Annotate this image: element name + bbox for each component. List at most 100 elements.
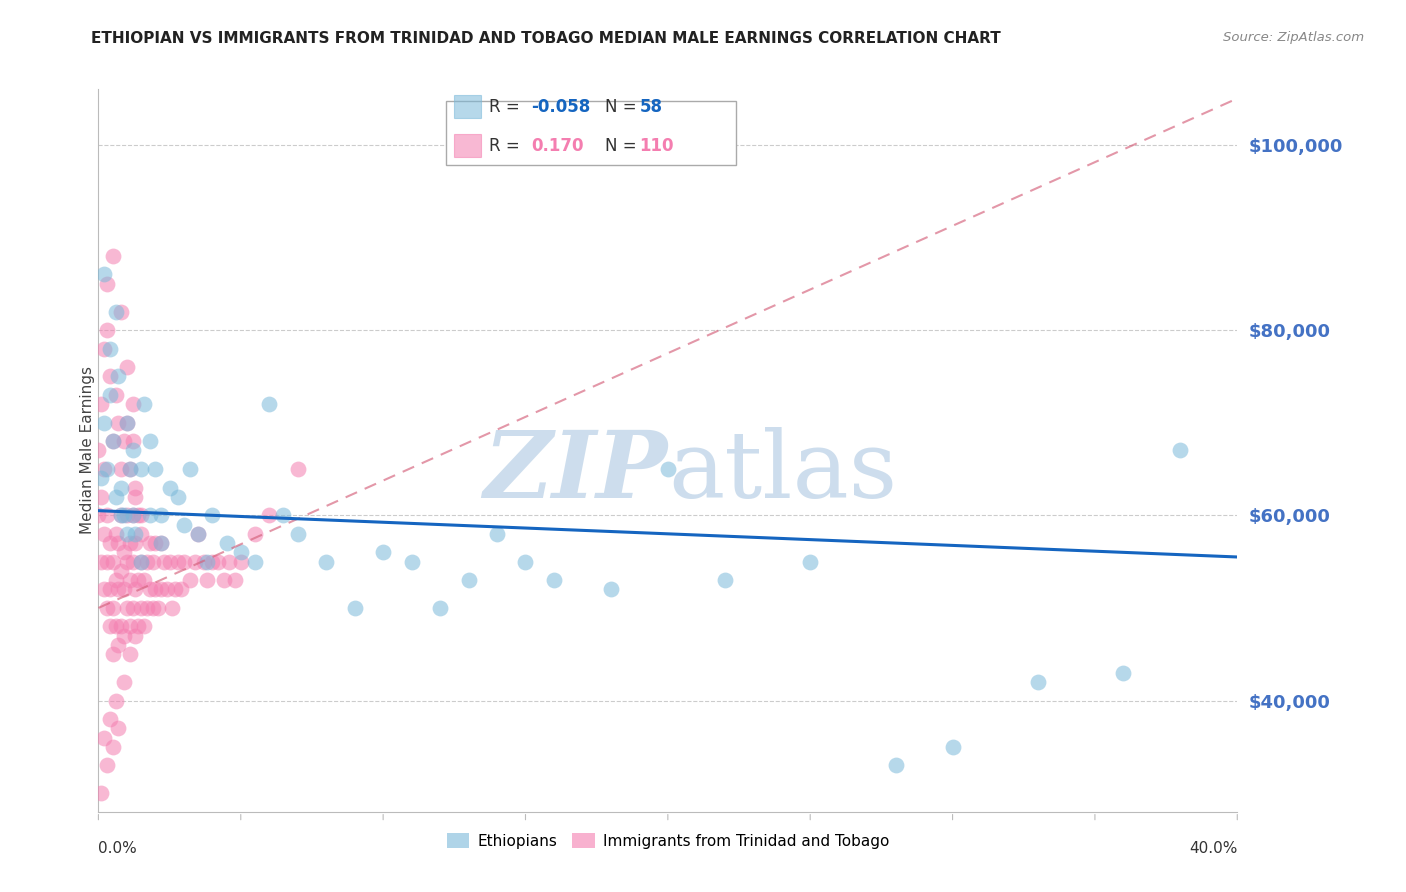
Point: [124, 629, 146, 643]
Point: [129, 601, 152, 615]
Point: [87, 443, 110, 458]
Point: [96, 508, 118, 523]
Point: [150, 536, 173, 550]
Text: ETHIOPIAN VS IMMIGRANTS FROM TRINIDAD AND TOBAGO MEDIAN MALE EARNINGS CORRELATIO: ETHIOPIAN VS IMMIGRANTS FROM TRINIDAD AN…: [91, 31, 1001, 46]
Point: [543, 573, 565, 587]
Point: [150, 508, 173, 523]
Point: [118, 536, 141, 550]
Point: [127, 508, 149, 523]
Point: [124, 582, 146, 597]
Point: [129, 555, 152, 569]
Text: ZIP: ZIP: [484, 427, 668, 517]
Y-axis label: Median Male Earnings: Median Male Earnings: [80, 367, 94, 534]
Point: [96, 277, 118, 291]
FancyBboxPatch shape: [454, 134, 481, 157]
Point: [343, 601, 366, 615]
Point: [135, 555, 157, 569]
Text: Source: ZipAtlas.com: Source: ZipAtlas.com: [1223, 31, 1364, 45]
Point: [121, 397, 143, 411]
Point: [145, 462, 167, 476]
Point: [184, 555, 207, 569]
Point: [101, 601, 124, 615]
Point: [107, 416, 129, 430]
Point: [118, 573, 141, 587]
Point: [98, 582, 121, 597]
Point: [145, 536, 167, 550]
Point: [121, 434, 143, 449]
Point: [90, 397, 112, 411]
Point: [87, 508, 110, 523]
Point: [93, 526, 115, 541]
Point: [132, 619, 155, 633]
Point: [429, 601, 451, 615]
Point: [121, 443, 143, 458]
Point: [121, 508, 143, 523]
Point: [124, 526, 146, 541]
Point: [101, 249, 124, 263]
Point: [98, 619, 121, 633]
Point: [124, 536, 146, 550]
Point: [600, 582, 623, 597]
Point: [107, 582, 129, 597]
FancyBboxPatch shape: [454, 95, 481, 118]
Point: [170, 582, 193, 597]
Point: [159, 481, 181, 495]
Point: [93, 582, 115, 597]
Text: N =: N =: [605, 136, 637, 154]
Point: [141, 555, 163, 569]
Point: [942, 739, 965, 754]
Point: [115, 360, 138, 375]
Point: [98, 369, 121, 384]
Point: [115, 416, 138, 430]
Point: [127, 619, 149, 633]
Point: [657, 462, 679, 476]
Point: [129, 526, 152, 541]
Point: [101, 555, 124, 569]
Point: [129, 508, 152, 523]
Point: [141, 601, 163, 615]
Point: [167, 555, 190, 569]
Point: [96, 758, 118, 772]
Point: [104, 619, 127, 633]
Point: [115, 416, 138, 430]
Point: [98, 712, 121, 726]
Point: [179, 573, 201, 587]
Point: [124, 490, 146, 504]
Point: [229, 545, 252, 559]
Point: [1112, 665, 1135, 680]
Text: 40.0%: 40.0%: [1189, 840, 1237, 855]
Point: [101, 434, 124, 449]
Point: [187, 526, 209, 541]
Point: [104, 490, 127, 504]
Point: [110, 304, 132, 318]
Point: [112, 508, 135, 523]
Point: [93, 731, 115, 745]
Point: [315, 555, 337, 569]
Point: [104, 693, 127, 707]
Point: [96, 555, 118, 569]
Point: [224, 573, 246, 587]
Point: [145, 582, 167, 597]
Point: [150, 582, 173, 597]
Point: [112, 545, 135, 559]
Point: [138, 508, 160, 523]
Point: [129, 462, 152, 476]
Point: [132, 573, 155, 587]
Text: 58: 58: [640, 97, 662, 116]
Point: [135, 601, 157, 615]
Text: -0.058: -0.058: [531, 97, 591, 116]
Point: [129, 555, 152, 569]
Point: [115, 508, 138, 523]
Point: [90, 471, 112, 485]
Point: [373, 545, 395, 559]
Point: [201, 555, 224, 569]
Point: [104, 304, 127, 318]
Point: [93, 462, 115, 476]
Point: [110, 508, 132, 523]
Point: [132, 397, 155, 411]
Point: [138, 536, 160, 550]
Point: [115, 526, 138, 541]
Point: [121, 601, 143, 615]
Legend: Ethiopians, Immigrants from Trinidad and Tobago: Ethiopians, Immigrants from Trinidad and…: [440, 827, 896, 855]
Text: 0.0%: 0.0%: [98, 840, 138, 855]
